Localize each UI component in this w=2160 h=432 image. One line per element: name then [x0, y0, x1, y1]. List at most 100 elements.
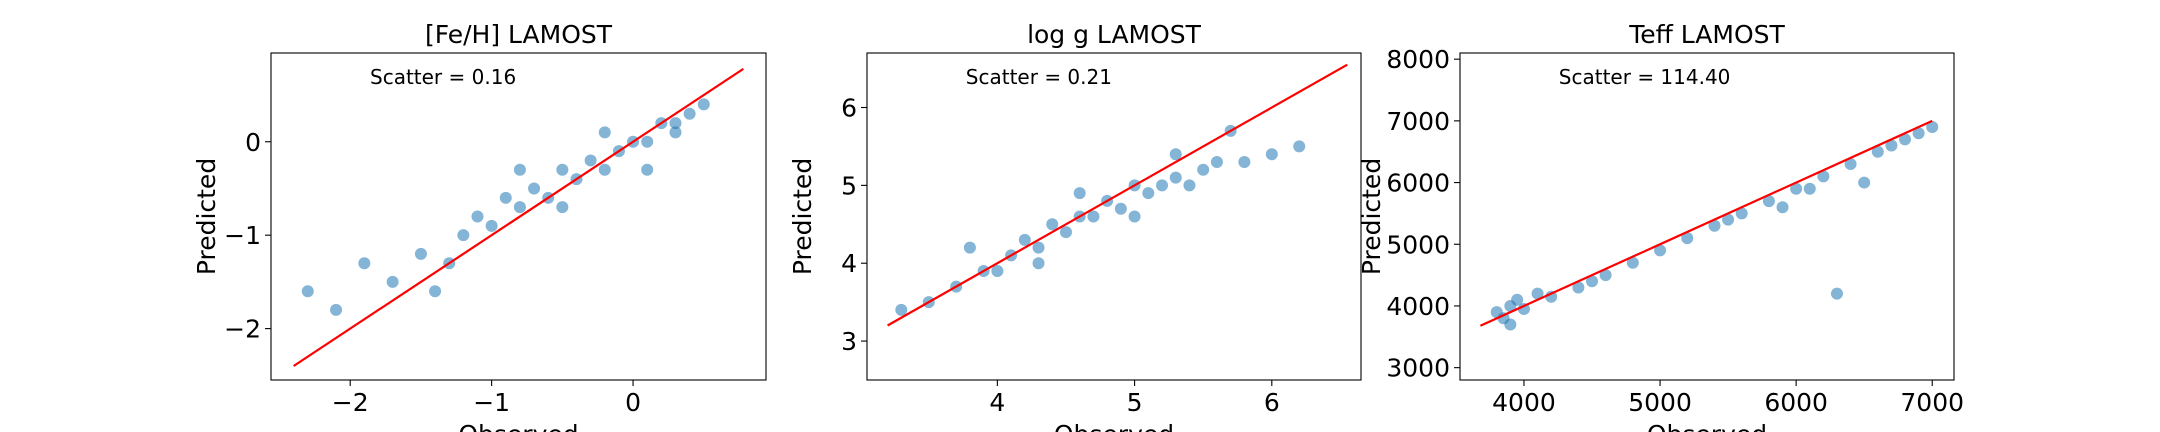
point [1776, 201, 1789, 214]
point [471, 210, 484, 223]
point [991, 265, 1004, 277]
point [598, 163, 611, 176]
point [1626, 256, 1639, 269]
point [429, 285, 442, 298]
point [1586, 275, 1599, 288]
point [1210, 156, 1223, 168]
point [1871, 145, 1884, 158]
y-tick-label: −1 [224, 221, 261, 250]
x-tick-label: −1 [473, 388, 510, 417]
y-axis-label: Predicted [192, 158, 221, 275]
chart-title: [Fe/H] LAMOST [425, 20, 613, 49]
x-tick-label: 6000 [1764, 388, 1828, 417]
x-axis-label: Observed [1647, 420, 1767, 432]
point [1059, 226, 1072, 239]
point [485, 219, 498, 232]
point [895, 303, 908, 316]
identity-line [1479, 119, 1933, 327]
annotation: Scatter = 0.21 [966, 65, 1112, 89]
plot-area [887, 63, 1348, 327]
point [1844, 158, 1857, 171]
x-tick-label: 4 [989, 388, 1005, 417]
point [598, 126, 611, 139]
identity-line [293, 67, 744, 367]
y-tick-label: 7000 [1386, 107, 1450, 136]
x-tick-label: −2 [332, 388, 369, 417]
point [1073, 187, 1086, 200]
y-tick-label: 4000 [1386, 292, 1450, 321]
point [1504, 318, 1517, 331]
y-tick-label: 3 [841, 327, 857, 356]
x-axis-label: Observed [458, 420, 578, 432]
point [1899, 133, 1912, 146]
point [1087, 210, 1100, 223]
point [1722, 213, 1735, 226]
point [513, 201, 526, 214]
y-tick-label: 8000 [1386, 45, 1450, 74]
point [1114, 202, 1127, 215]
point [697, 98, 710, 111]
x-tick-label: 4000 [1492, 388, 1556, 417]
point [330, 303, 343, 316]
point [1858, 176, 1871, 189]
point [358, 257, 371, 270]
point [1599, 269, 1612, 282]
point [1708, 219, 1721, 232]
y-tick-label: 5 [841, 171, 857, 200]
point [584, 154, 597, 167]
point [1238, 156, 1251, 168]
point [1681, 232, 1694, 245]
point [1762, 195, 1775, 208]
point [1032, 257, 1045, 270]
point [1926, 121, 1939, 134]
point [301, 285, 314, 298]
point [641, 135, 654, 148]
point [963, 241, 976, 254]
y-tick-label: 5000 [1386, 230, 1450, 259]
point [641, 163, 654, 176]
axes-frame [866, 52, 1362, 381]
point [1046, 218, 1059, 231]
point [1511, 293, 1524, 306]
x-tick-label: 5 [1127, 388, 1143, 417]
point [1654, 244, 1667, 257]
point [1517, 303, 1530, 316]
x-tick-label: 0 [625, 388, 641, 417]
x-tick-label: 7000 [1900, 388, 1964, 417]
point [1183, 179, 1196, 192]
point [1790, 182, 1803, 195]
panel: 4000 5000 6000 7000 3000 4000 5000 6000 7000 8000… [1357, 20, 1964, 432]
point [1885, 139, 1898, 152]
point [1018, 233, 1031, 246]
y-tick-label: 4 [841, 249, 857, 278]
chart-title: log g LAMOST [1027, 20, 1202, 49]
y-tick-label: 0 [245, 128, 261, 157]
point [1817, 170, 1830, 183]
point [457, 229, 470, 242]
point [1545, 290, 1558, 303]
point [1128, 210, 1141, 223]
point [1531, 287, 1544, 300]
point [1830, 287, 1843, 300]
point [1265, 148, 1278, 161]
y-axis-label: Predicted [1357, 158, 1386, 275]
point [1803, 182, 1816, 195]
point [528, 182, 541, 195]
y-tick-label: 6 [841, 94, 857, 123]
point [513, 163, 526, 176]
y-tick-label: 6000 [1386, 169, 1450, 198]
point [1032, 241, 1045, 254]
x-axis-label: Observed [1054, 420, 1174, 432]
point [669, 126, 682, 139]
plot-area [293, 67, 744, 367]
point [669, 117, 682, 130]
point [386, 275, 399, 288]
plot-area [1479, 119, 1939, 331]
axes-frame [1459, 52, 1955, 381]
point [1169, 171, 1182, 184]
x-tick-label: 6 [1264, 388, 1280, 417]
point [1169, 148, 1182, 161]
point [1293, 140, 1306, 153]
y-tick-label: 3000 [1386, 354, 1450, 383]
